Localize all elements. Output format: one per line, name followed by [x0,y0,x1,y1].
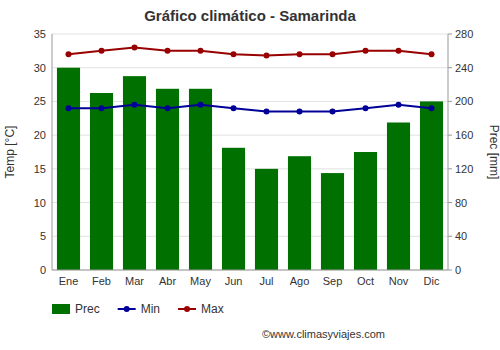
x-tick-label: Oct [357,275,374,287]
y-axis-label: Temp [°C] [3,126,17,179]
marker [297,109,303,115]
marker [396,102,402,108]
legend-label: Prec [75,302,100,316]
x-tick-label: Abr [159,275,176,287]
x-tick-label: May [190,275,211,287]
marker [396,48,402,54]
x-tick-label: Mar [125,275,144,287]
marker [363,105,369,111]
y-tick-label: 30 [34,62,46,74]
bar [90,93,113,270]
x-tick-label: Jun [225,275,243,287]
grid-line [52,67,448,68]
legend-marker [184,306,190,312]
marker [198,48,204,54]
y2-tick [448,135,452,136]
y-tick-label: 15 [34,163,46,175]
grid-line [52,270,448,271]
bar [387,123,410,271]
marker [264,109,270,115]
plot-area [57,44,443,270]
y2-axis-label: Prec [mm] [487,125,500,180]
chart: Gráfico climático - Samarinda 0 5 10 15 20 25 3… [0,0,500,350]
y-tick-label: 20 [34,129,46,141]
y2-tick-label: 40 [455,230,467,242]
legend: Prec Min Max [52,302,224,316]
y-tick-label: 10 [34,197,46,209]
bar [288,156,311,270]
marker [231,51,237,57]
marker [132,102,138,108]
marker [99,105,105,111]
marker [363,48,369,54]
y2-tick [448,270,452,271]
marker [264,53,270,59]
marker [330,51,336,57]
y2-tick-label: 240 [455,62,473,74]
bar [321,173,344,270]
y2-tick [448,34,452,35]
x-tick-label: Ago [290,275,310,287]
marker [198,102,204,108]
marker [429,105,435,111]
legend-label: Min [141,302,160,316]
y2-tick [448,67,452,68]
title: Gráfico climático - Samarinda [144,7,356,24]
watermark: ©www.climasyviajes.com [262,328,385,340]
x-tick-label: Nov [389,275,409,287]
grid [52,34,448,270]
x-tick-label: Jul [259,275,273,287]
x-axis-line [52,270,448,271]
bar [420,101,443,270]
marker [165,105,171,111]
legend-swatch [52,304,70,314]
y2-tick-label: 0 [455,264,461,276]
bar [156,89,179,270]
marker [165,48,171,54]
marker [132,44,138,50]
y2-axis-line [448,34,449,270]
y-tick-label: 25 [34,95,46,107]
y2-tick [448,202,452,203]
line [69,105,432,112]
y-tick-label: 5 [40,230,46,242]
y2-tick [448,236,452,237]
y2-tick-label: 80 [455,197,467,209]
marker [429,51,435,57]
grid-line [52,34,448,35]
y2-tick-label: 120 [455,163,473,175]
bar [189,89,212,270]
y-tick-label: 35 [34,28,46,40]
x-tick-label: Dic [424,275,440,287]
y2-tick [448,101,452,102]
bar [354,152,377,270]
x-tick-label: Ene [59,275,79,287]
marker [66,105,72,111]
bar [255,169,278,270]
marker [99,48,105,54]
y2-tick [448,168,452,169]
marker [231,105,237,111]
legend-marker [124,306,130,312]
line [69,47,432,55]
legend-label: Max [201,302,224,316]
marker [66,51,72,57]
marker [330,109,336,115]
y-axis-line [52,34,53,270]
y2-tick-label: 200 [455,95,473,107]
x-tick-label: Feb [92,275,111,287]
marker [297,51,303,57]
bar [57,68,80,270]
y2-tick-label: 280 [455,28,473,40]
y-tick-label: 0 [40,264,46,276]
x-tick-label: Sep [323,275,343,287]
bar [222,148,245,270]
y2-tick-label: 160 [455,129,473,141]
